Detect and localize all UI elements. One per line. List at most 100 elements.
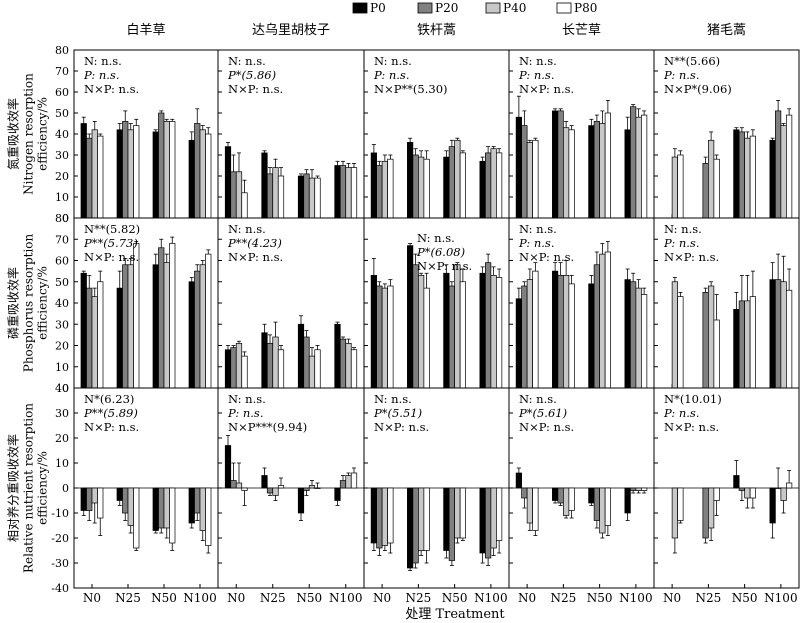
bar-r1-c2-N100-P40 <box>490 275 497 389</box>
bar-r0-c4-N100-P40 <box>780 125 787 219</box>
y-tick-label-row2-0: -40 <box>51 582 69 595</box>
bar-r1-c2-N100-P80 <box>496 277 503 389</box>
bar-r1-c1-N100-P20 <box>339 338 347 389</box>
y-tick-label-row0-1: 10 <box>55 191 69 204</box>
x-category-label: N100 <box>619 591 652 605</box>
panel-r2-c2: N: n.s.P*(5.51)N×P: n.s. <box>363 387 510 589</box>
y-tick-label-row1-1: 10 <box>55 361 69 374</box>
bar-r1-c2-N100-P20 <box>485 262 492 389</box>
stat-text: N: n.s. <box>374 54 412 68</box>
bar-r0-c2-N100-P40 <box>490 148 497 219</box>
bar-r0-c3-N25-P0 <box>552 110 559 219</box>
bar-r1-c0-N50-P40 <box>163 262 170 389</box>
x-category-label: N100 <box>183 591 216 605</box>
stat-text: P: n.s. <box>518 68 554 82</box>
y-axis-label-row1-ylabel_en2: efficiency/% <box>36 266 50 340</box>
bar-r2-c1-N0-P0 <box>224 445 232 489</box>
bar-r1-c4-N100-P40 <box>780 281 787 389</box>
bar-r1-c2-N25-P0 <box>407 245 414 389</box>
bar-r2-c2-N100-P20 <box>485 487 492 559</box>
bar-r2-c1-N25-P80 <box>277 485 285 489</box>
bar-r0-c4-N0-P40 <box>671 156 678 219</box>
legend-swatch-p40 <box>485 2 501 14</box>
stat-text: N: n.s. <box>664 222 702 236</box>
bar-r1-c0-N100-P40 <box>199 264 206 389</box>
bar-r2-c4-N100-P40 <box>780 487 787 501</box>
y-axis-label-row0-ylabel_en2: efficiency/% <box>36 97 50 171</box>
y-tick-label-row0-5: 50 <box>55 107 69 120</box>
bar-r1-c4-N100-P80 <box>786 289 793 389</box>
x-category-labels: N0 N25 N50 N100 N0 N25 N50 N100 N0 N25 N50 N100 N0 N2… <box>83 591 798 605</box>
bar-r2-c2-N25-P80 <box>423 487 430 551</box>
bar-r0-c0-N100-P80 <box>205 133 212 219</box>
bar-r2-c0-N0-P80 <box>97 487 104 519</box>
bar-r0-c1-N50-P80 <box>314 177 321 219</box>
bar-r2-c3-N50-P0 <box>588 487 595 504</box>
stat-text: N×P: n.s. <box>228 82 283 96</box>
bar-r2-c1-N0-P20 <box>230 480 237 489</box>
bar-r1-c1-N0-P80 <box>241 355 248 389</box>
stat-text: P*(5.86) <box>227 68 276 82</box>
bar-r1-c3-N25-P20 <box>557 275 564 389</box>
panel-r1-c1: N: n.s.P**(4.23)N×P: n.s. <box>217 217 365 389</box>
bar-r2-c2-N50-P0 <box>443 487 450 551</box>
bar-r1-c4-N50-P40 <box>744 300 751 389</box>
legend-label-p0: P0 <box>370 1 386 15</box>
bar-r0-c1-N100-P20 <box>339 165 347 219</box>
x-category-label: N25 <box>260 591 286 605</box>
bar-r1-c2-N25-P40 <box>418 275 425 389</box>
y-tick-label-row2-2: -20 <box>51 532 69 545</box>
y-tick-label-row2-4: 0 <box>62 482 69 495</box>
x-category-label: N100 <box>474 591 507 605</box>
bar-r2-c4-N25-P20 <box>702 487 709 539</box>
bar-r2-c2-N50-P80 <box>459 487 466 539</box>
bar-r0-c3-N50-P40 <box>599 123 606 219</box>
bar-r2-c2-N25-P20 <box>412 487 419 564</box>
bar-r0-c2-N50-P0 <box>443 156 450 219</box>
stat-text: P*(5.51) <box>373 406 422 420</box>
y-tick-label-row2-6: 20 <box>55 432 69 445</box>
bar-r1-c1-N50-P80 <box>314 349 321 389</box>
bar-r1-c2-N0-P40 <box>381 287 388 389</box>
stat-text: N: n.s. <box>228 54 266 68</box>
y-tick-label-row1-3: 30 <box>55 318 69 331</box>
y-tick-label-row0-2: 20 <box>55 170 69 183</box>
bar-r0-c1-N50-P20 <box>303 173 310 219</box>
x-category-label: N50 <box>442 591 468 605</box>
x-category-label: N100 <box>764 591 797 605</box>
bar-r0-c4-N50-P20 <box>738 131 745 219</box>
bar-r1-c3-N0-P20 <box>521 285 528 389</box>
bar-r2-c1-N100-P40 <box>345 475 352 489</box>
bar-r0-c1-N25-P20 <box>266 173 274 219</box>
species-title-2: 铁杆蒿 <box>417 23 456 38</box>
bar-r2-c2-N0-P0 <box>370 487 377 544</box>
bar-r1-c0-N25-P80 <box>133 243 140 389</box>
bar-r2-c2-N0-P40 <box>381 487 388 546</box>
bar-r0-c2-N100-P80 <box>496 152 503 219</box>
bar-r2-c1-N25-P40 <box>272 487 279 496</box>
bar-r2-c2-N50-P20 <box>448 487 455 561</box>
bar-r2-c0-N50-P80 <box>169 487 176 544</box>
stat-text: N×P: n.s. <box>84 250 139 264</box>
bar-r1-c2-N0-P20 <box>376 285 383 389</box>
stat-text: N×P: n.s. <box>84 82 139 96</box>
panel-r0-c0: N: n.s.P: n.s.N×P: n.s. <box>73 49 219 219</box>
bar-r1-c1-N50-P0 <box>297 323 305 389</box>
stat-text: P: n.s. <box>663 236 699 250</box>
bar-r1-c3-N50-P20 <box>593 264 600 389</box>
bar-r1-c0-N100-P20 <box>194 270 201 389</box>
bar-r2-c3-N25-P20 <box>557 487 564 504</box>
bar-r1-c3-N50-P40 <box>599 253 606 389</box>
y-tick-label-row1-6: 60 <box>55 255 69 268</box>
panel-r1-c0: N**(5.82)P**(5.73)N×P: n.s. <box>73 217 219 389</box>
bar-r0-c2-N50-P20 <box>448 146 455 219</box>
bar-r0-c4-N100-P0 <box>769 139 776 219</box>
panel-r2-c3: N: n.s.P*(5.61)N×P: n.s. <box>508 387 655 589</box>
bar-r1-c3-N50-P0 <box>588 283 595 389</box>
bar-r2-c1-N25-P0 <box>261 475 268 489</box>
bar-r0-c2-N25-P80 <box>423 158 430 219</box>
bar-r2-c0-N25-P0 <box>116 487 123 501</box>
stat-text: N×P*(9.06) <box>664 82 732 96</box>
bar-r1-c1-N0-P0 <box>224 349 232 389</box>
bar-r0-c3-N25-P40 <box>563 127 570 219</box>
